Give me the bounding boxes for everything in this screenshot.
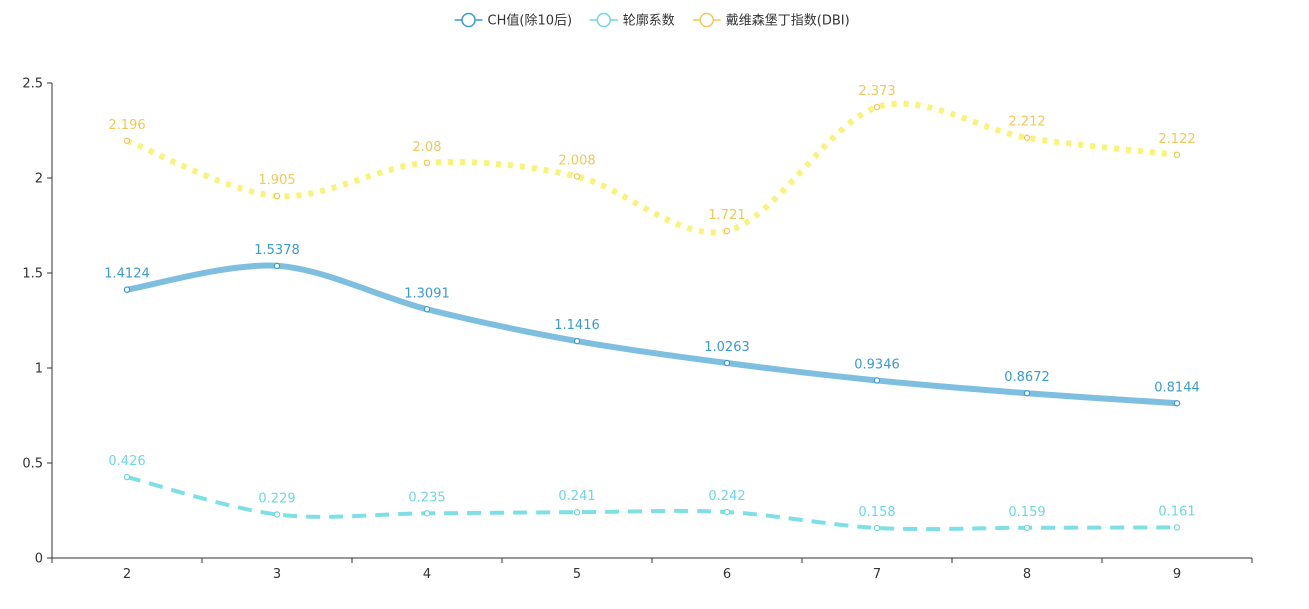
data-point[interactable]	[723, 359, 731, 367]
data-label: 0.242	[708, 489, 745, 504]
data-label: 1.905	[258, 173, 295, 188]
legend-label: 轮廓系数	[623, 13, 675, 29]
x-tick-label: 7	[873, 567, 881, 582]
data-label: 1.3091	[404, 286, 450, 301]
data-label: 1.4124	[104, 267, 150, 282]
data-point[interactable]	[423, 159, 431, 166]
data-label: 0.159	[1008, 505, 1045, 520]
data-point[interactable]	[273, 192, 281, 200]
y-tick-label: 2	[35, 172, 43, 187]
data-point[interactable]	[123, 286, 131, 293]
data-label: 2.08	[413, 140, 442, 155]
data-label: 2.008	[558, 153, 595, 168]
x-tick-label: 9	[1173, 567, 1181, 582]
data-label: 0.426	[108, 454, 145, 469]
data-label: 2.122	[1158, 132, 1195, 147]
data-label: 1.1416	[554, 318, 600, 333]
data-point[interactable]	[873, 524, 881, 532]
data-label: 0.8672	[1004, 370, 1050, 385]
legend[interactable]: CH值(除10后) 轮廓系数 戴维森堡丁指数(DBI)	[454, 12, 850, 29]
data-point[interactable]	[723, 227, 731, 235]
data-label: 1.5378	[254, 243, 300, 258]
data-point[interactable]	[1023, 524, 1031, 531]
series-line	[125, 100, 1178, 236]
series-2: 2.196 1.905 2.08 2.008 1.721 2.373 2.212 2.122	[108, 84, 1196, 236]
data-point[interactable]	[273, 262, 281, 270]
x-tick-label: 8	[1023, 567, 1031, 582]
data-point[interactable]	[723, 508, 731, 516]
legend-item-0[interactable]: CH值(除10后)	[454, 12, 573, 29]
data-point[interactable]	[1173, 524, 1181, 531]
x-axis: 2 3 4 5 6 7 8 9	[51, 557, 1253, 582]
data-label: 2.196	[108, 118, 145, 133]
data-point[interactable]	[123, 473, 131, 481]
data-label: 0.241	[558, 489, 595, 504]
y-tick-label: 1.5	[22, 267, 43, 282]
series-layer: 1.4124 1.5378 1.3091 1.1416 1.0263 0.9346 0.86…	[104, 84, 1200, 532]
data-point[interactable]	[123, 137, 131, 144]
x-tick-label: 2	[123, 567, 131, 582]
legend-item-1[interactable]: 轮廓系数	[589, 12, 675, 29]
x-tick-label: 4	[423, 567, 431, 582]
legend-label: CH值(除10后)	[488, 13, 573, 29]
y-tick-label: 1	[35, 362, 43, 377]
data-point[interactable]	[1173, 400, 1181, 407]
data-label: 0.8144	[1154, 380, 1200, 395]
y-tick-label: 0.5	[22, 457, 43, 472]
data-point[interactable]	[273, 511, 281, 518]
data-label: 2.212	[1008, 115, 1045, 130]
y-tick-label: 0	[35, 552, 43, 567]
legend-label: 戴维森堡丁指数(DBI)	[726, 13, 850, 29]
data-point[interactable]	[873, 377, 881, 384]
legend-marker-icon	[699, 12, 715, 28]
data-label: 1.721	[708, 208, 745, 223]
series-0: 1.4124 1.5378 1.3091 1.1416 1.0263 0.9346 0.86…	[104, 243, 1200, 407]
legend-marker-icon	[596, 12, 612, 28]
series-line	[126, 475, 1178, 532]
data-point[interactable]	[873, 103, 881, 111]
data-point[interactable]	[573, 173, 581, 180]
legend-marker-icon	[461, 12, 476, 28]
y-tick-label: 2.5	[22, 77, 43, 92]
data-label: 0.161	[1158, 504, 1195, 519]
legend-item-2[interactable]: 戴维森堡丁指数(DBI)	[692, 12, 850, 29]
data-label: 0.158	[858, 505, 895, 520]
x-tick-label: 3	[273, 567, 281, 582]
data-point[interactable]	[573, 337, 581, 345]
y-axis: 0 0.5 1 1.5 2 2.5	[22, 77, 53, 567]
data-label: 0.9346	[854, 357, 900, 372]
data-point[interactable]	[573, 509, 581, 516]
data-point[interactable]	[1023, 134, 1031, 141]
data-label: 0.229	[258, 491, 295, 506]
data-point[interactable]	[423, 306, 431, 313]
series-1: 0.426 0.229 0.235 0.241 0.242 0.158 0.159 0.161	[108, 454, 1196, 532]
data-point[interactable]	[1173, 151, 1181, 159]
data-point[interactable]	[1023, 390, 1031, 397]
data-label: 1.0263	[704, 340, 750, 355]
x-tick-label: 6	[723, 567, 731, 582]
series-line	[124, 262, 1180, 407]
x-tick-label: 5	[573, 567, 581, 582]
data-point[interactable]	[423, 510, 431, 517]
data-label: 0.235	[408, 490, 445, 505]
data-label: 2.373	[858, 84, 895, 99]
